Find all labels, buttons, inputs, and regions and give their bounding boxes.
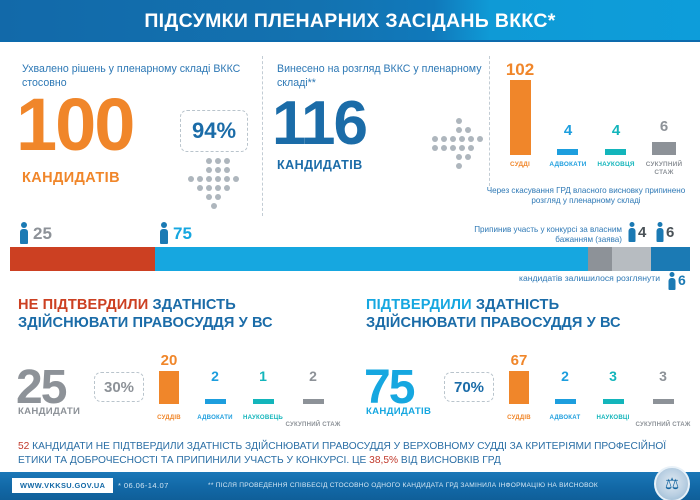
person-icon-cancelled: [655, 222, 664, 242]
panel-left-label-1: АДВОКАТИ: [197, 413, 233, 421]
panel-right-percent: 70%: [453, 378, 485, 396]
submitted-number: 116: [272, 89, 368, 158]
panel-right-value-1: 2: [561, 368, 569, 384]
footer-bar: [0, 472, 700, 500]
panel-right-chart: 67 СУДДІВ 2 АДВОКАТ 3 НАУКОВЦІ 3 СУКУПНИ…: [505, 352, 695, 428]
panel-right-label-1: АДВОКАТ: [549, 413, 581, 421]
stacked-segment-withdrew: [587, 247, 613, 271]
withdrew-value: 4: [638, 224, 647, 241]
decisions-number: 100: [16, 83, 135, 166]
note-text-2: ВІД ВИСНОВКІВ ГРД: [398, 455, 501, 466]
top-chart-bar-0: [510, 80, 531, 155]
decisions-caption: КАНДИДАТІВ: [22, 170, 120, 186]
stacked-segment-cancelled: [612, 247, 651, 271]
panel-right-label-0: СУДДІВ: [507, 413, 531, 421]
top-chart-label-1: АДВОКАТИ: [549, 161, 587, 168]
panel-left-value-0: 20: [160, 352, 178, 369]
decisions-percent: 94%: [191, 118, 237, 143]
panel-right-title: ПІДТВЕРДИЛИ ЗДАТНІСТЬ ЗДІЙСНЮВАТИ ПРАВОС…: [366, 296, 696, 332]
stacked-bar: [10, 247, 691, 271]
top-chart-label-0: СУДДІ: [509, 161, 531, 168]
panel-left-bar-3: [303, 399, 324, 404]
footer-asterisk-note: ** ПІСЛЯ ПРОВЕДЕННЯ СПІВБЕСІД СТОСОВНО О…: [208, 482, 599, 489]
top-chart-label-3: СУКУПНИЙ СТАЖ: [645, 161, 683, 176]
panel-left-title-red: НЕ ПІДТВЕРДИЛИ: [18, 297, 149, 313]
cancelled-value: 6: [666, 224, 675, 241]
panel-left-value-3: 2: [309, 368, 317, 384]
panel-left-title: НЕ ПІДТВЕРДИЛИ ЗДАТНІСТЬ ЗДІЙСНЮВАТИ ПРА…: [18, 296, 348, 332]
panel-right-title-line2: ЗДІЙСНЮВАТИ ПРАВОСУДДЯ У ВС: [366, 315, 621, 331]
top-chart-value-0: 102: [505, 60, 535, 79]
panel-left-bar-1: [205, 399, 226, 404]
top-chart-bar-1: [557, 149, 578, 155]
remaining-value: 6: [678, 272, 686, 288]
page-title: ПІДСУМКИ ПЛЕНАРНИХ ЗАСІДАНЬ ВККС*: [144, 9, 556, 32]
top-chart-label-2: НАУКОВЦЯ: [597, 161, 635, 168]
site-url[interactable]: WWW.VKKSU.GOV.UA: [12, 478, 114, 493]
panel-left-bar-2: [253, 399, 274, 404]
panel-right-number: 75: [364, 361, 415, 414]
panel-right-bar-2: [603, 399, 624, 404]
top-bar-chart: 102 СУДДІ 4 АДВОКАТИ 4 НАУКОВЦЯ 6 СУКУПН…: [495, 60, 695, 176]
stacked-right-value: 75: [173, 224, 192, 243]
top-chart-value-2: 4: [611, 122, 621, 139]
top-chart-value-3: 6: [659, 118, 669, 135]
divider-2: [489, 56, 490, 186]
panel-left-title-line2: ЗДІЙСНЮВАТИ ПРАВОСУДДЯ У ВС: [18, 315, 273, 331]
footer-note: 52 КАНДИДАТИ НЕ ПІДТВЕРДИЛИ ЗДАТНІСТЬ ЗД…: [18, 440, 686, 468]
person-icon-withdrew: [627, 222, 636, 242]
panel-right-percent-badge: 70%: [444, 372, 494, 402]
panel-right-value-2: 3: [609, 368, 617, 384]
panel-left-number: 25: [16, 361, 67, 414]
note-highlight-pct: 38,5%: [369, 455, 399, 466]
panel-left-bar-0: [159, 371, 179, 404]
panel-left-percent-badge: 30%: [94, 372, 144, 402]
note-highlight-52: 52: [18, 441, 30, 452]
panel-left-label-3: СУКУПНИЙ СТАЖ: [285, 420, 341, 428]
panel-right-bar-0: [509, 371, 529, 404]
footer-date: * 06.06-14.07: [118, 481, 169, 490]
panel-left-caption: КАНДИДАТИ: [18, 406, 81, 417]
submitted-lead: Винесено на розгляд ВККС у пленарному ск…: [277, 63, 482, 89]
panel-left-label-2: НАУКОВЕЦЬ: [243, 413, 283, 421]
panel-right-label-2: НАУКОВЦІ: [596, 413, 630, 421]
dotted-right-arrow-icon: [432, 118, 484, 169]
panel-left-label-0: СУДДІВ: [157, 413, 181, 421]
dotted-down-arrow-icon: [188, 158, 239, 210]
note-text-1: КАНДИДАТИ НЕ ПІДТВЕРДИЛИ ЗДАТНІСТЬ ЗДІЙС…: [18, 441, 667, 466]
person-icon-remaining: [667, 272, 676, 290]
decisions-percent-badge: 94%: [180, 110, 248, 152]
annotation-remaining: кандидатів залишилося розглянути: [519, 273, 660, 283]
annotation-cancelled: Через скасування ГРД власного висновку п…: [486, 186, 686, 206]
top-chart-value-1: 4: [563, 122, 573, 139]
panel-right-label-3: СУКУПНИЙ СТАЖ: [635, 420, 691, 428]
stacked-segment-confirmed: [154, 247, 588, 271]
decisions-lead: Ухвалено рішень у пленарному складі ВККС…: [22, 63, 241, 89]
panel-left-percent: 30%: [103, 378, 135, 396]
stacked-left-value: 25: [33, 224, 52, 243]
panel-right-bar-1: [555, 399, 576, 404]
top-chart-bar-3: [652, 142, 676, 155]
page-header: ПІДСУМКИ ПЛЕНАРНИХ ЗАСІДАНЬ ВККС*: [0, 0, 700, 42]
person-icon-right: [158, 222, 169, 244]
stacked-segment-remaining: [650, 247, 691, 271]
panel-right-caption: КАНДИДАТІВ: [366, 406, 432, 417]
panel-right-value-3: 3: [659, 368, 667, 384]
person-icon-left: [18, 222, 29, 244]
top-chart-bar-2: [605, 149, 626, 155]
panel-left-value-2: 1: [259, 368, 267, 384]
annotation-withdrew: Припинив участь у конкурсі за власним ба…: [474, 225, 622, 245]
divider-1: [262, 56, 263, 216]
stacked-segment-not-confirmed: [10, 247, 155, 271]
panel-right-value-0: 67: [510, 352, 528, 369]
panel-left-value-1: 2: [211, 368, 219, 384]
vkks-emblem-icon: ⚖: [654, 466, 690, 500]
panel-right-bar-3: [653, 399, 674, 404]
submitted-caption: КАНДИДАТІВ: [277, 158, 363, 172]
panel-right-title-blue: ЗДАТНІСТЬ: [471, 297, 560, 313]
panel-right-title-strong: ПІДТВЕРДИЛИ: [366, 297, 472, 313]
panel-left-chart: 20 СУДДІВ 2 АДВОКАТИ 1 НАУКОВЕЦЬ 2 СУКУП…: [155, 352, 345, 428]
panel-left-title-blue: ЗДАТНІСТЬ: [148, 297, 236, 313]
